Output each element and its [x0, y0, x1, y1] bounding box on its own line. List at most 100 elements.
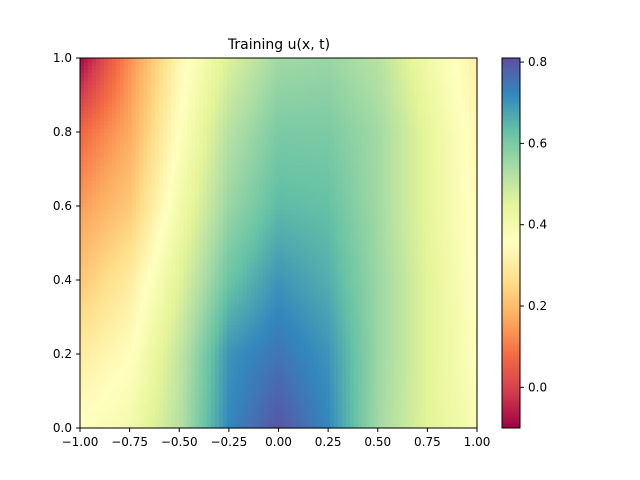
heatmap-cell [123, 272, 129, 277]
heatmap-cell [163, 394, 168, 399]
heatmap-cell [461, 402, 466, 407]
heatmap-cell [135, 291, 141, 296]
heatmap-cell [238, 361, 244, 366]
heatmap-cell [143, 317, 149, 322]
heatmap-cell [199, 287, 204, 292]
heatmap-cell [103, 309, 109, 314]
heatmap-cell [222, 302, 228, 307]
heatmap-cell [405, 298, 411, 303]
heatmap-cell [207, 413, 212, 418]
heatmap-cell [270, 365, 276, 370]
heatmap-cell [441, 291, 446, 296]
heatmap-cell [270, 243, 276, 248]
heatmap-cell [310, 265, 315, 270]
heatmap-cell [234, 276, 240, 281]
heatmap-cell [218, 372, 224, 377]
heatmap-cell [457, 261, 462, 266]
heatmap-cell [417, 420, 423, 425]
heatmap-cell [385, 328, 391, 333]
heatmap-cell [290, 398, 295, 403]
heatmap-cell [147, 424, 153, 429]
heatmap-cell [238, 391, 244, 396]
heatmap-cell [457, 416, 462, 422]
heatmap-cell [449, 324, 454, 329]
heatmap-cell [187, 243, 192, 248]
heatmap-cell [310, 398, 315, 403]
heatmap-cell [222, 276, 228, 281]
heatmap-cell [119, 243, 125, 248]
heatmap-cell [409, 398, 415, 403]
heatmap-cell [330, 265, 335, 270]
heatmap-cell [135, 383, 141, 388]
heatmap-cell [429, 265, 434, 270]
heatmap-cell [246, 298, 252, 303]
heatmap-cell [465, 405, 470, 411]
heatmap-cell [469, 261, 474, 266]
heatmap-cell [342, 257, 347, 263]
heatmap-cell [262, 280, 268, 285]
heatmap-cell [80, 331, 85, 337]
heatmap-cell [349, 365, 355, 370]
heatmap-cell [199, 365, 204, 370]
heatmap-cell [203, 294, 208, 300]
heatmap-cell [417, 265, 423, 270]
heatmap-cell [437, 291, 442, 296]
heatmap-cell [159, 361, 164, 366]
heatmap-cell [111, 287, 117, 292]
heatmap-cell [95, 246, 101, 251]
heatmap-cell [230, 294, 236, 300]
heatmap-cell [250, 272, 256, 277]
heatmap-cell [207, 376, 212, 381]
heatmap-cell [199, 416, 204, 422]
heatmap-cell [270, 298, 276, 303]
heatmap-cell [373, 265, 379, 270]
heatmap-cell [393, 391, 399, 396]
heatmap-cell [381, 372, 387, 377]
heatmap-cell [203, 272, 208, 277]
heatmap-cell [294, 317, 299, 322]
heatmap-cell [302, 317, 307, 322]
heatmap-cell [171, 243, 176, 248]
heatmap-cell [389, 383, 395, 388]
heatmap-cell [453, 320, 458, 325]
heatmap-cell [270, 387, 276, 392]
heatmap-cell [95, 398, 101, 403]
heatmap-cell [207, 357, 212, 362]
heatmap-cell [457, 313, 462, 318]
heatmap-cell [365, 335, 371, 340]
heatmap-cell [445, 409, 450, 414]
heatmap-cell [314, 335, 319, 340]
heatmap-cell [266, 391, 272, 396]
heatmap-cell [405, 257, 411, 263]
heatmap-cell [298, 257, 303, 263]
heatmap-cell [115, 413, 121, 418]
heatmap-cell [290, 394, 295, 399]
heatmap-cell [473, 357, 478, 362]
heatmap-cell [326, 346, 331, 351]
heatmap-cell [183, 372, 188, 377]
heatmap-cell [127, 317, 133, 322]
heatmap-cell [417, 276, 423, 281]
heatmap-cell [409, 387, 415, 392]
heatmap-cell [330, 254, 335, 259]
heatmap-cell [171, 339, 176, 344]
heatmap-cell [409, 361, 415, 366]
heatmap-cell [282, 365, 288, 370]
heatmap-cell [441, 309, 446, 314]
heatmap-cell [218, 257, 224, 263]
heatmap-cell [433, 331, 438, 337]
heatmap-cell [437, 402, 442, 407]
heatmap-cell [469, 391, 474, 396]
heatmap-cell [123, 387, 129, 392]
heatmap-cell [226, 405, 232, 411]
heatmap-cell [449, 346, 454, 351]
heatmap-cell [167, 261, 172, 266]
heatmap-cell [211, 320, 216, 325]
heatmap-cell [226, 413, 232, 418]
heatmap-cell [103, 402, 109, 407]
heatmap-cell [99, 298, 105, 303]
heatmap-cell [107, 298, 113, 303]
heatmap-cell [345, 379, 351, 385]
heatmap-cell [155, 313, 160, 318]
heatmap-cell [115, 350, 121, 355]
